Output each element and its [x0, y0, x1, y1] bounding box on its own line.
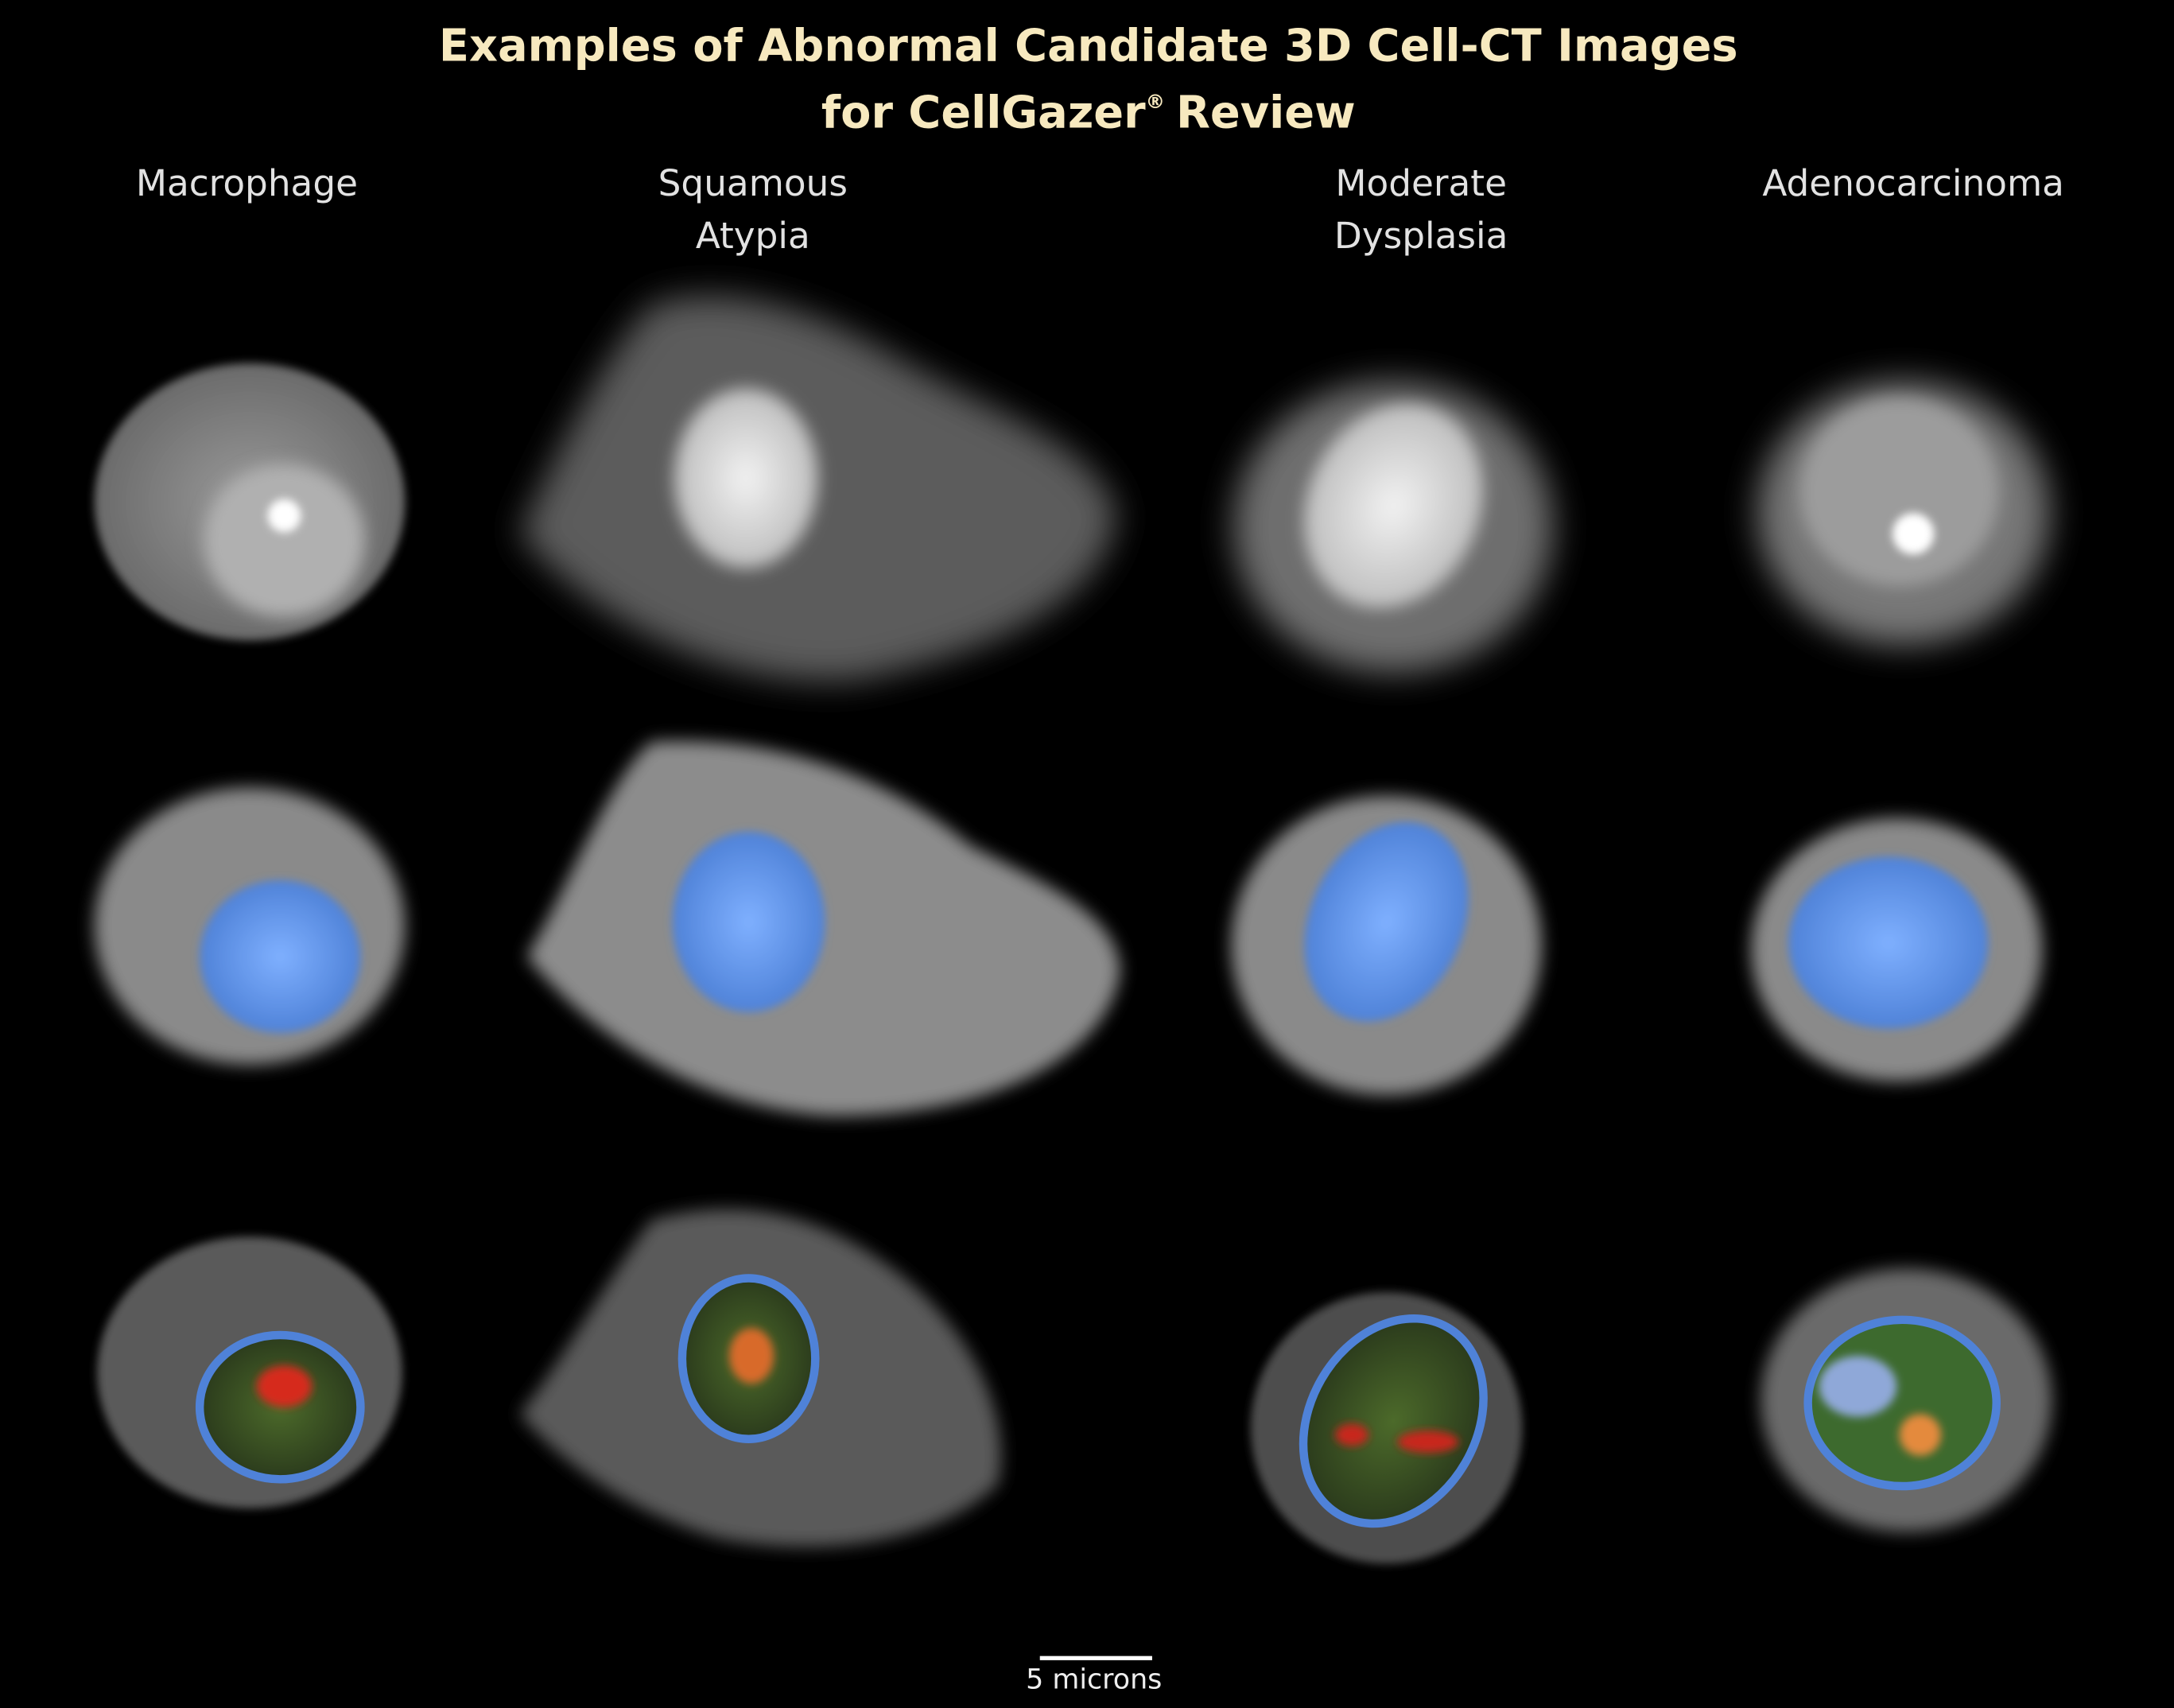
row-grayscale — [94, 296, 2049, 681]
column-label: Moderate — [1335, 162, 1507, 204]
registered-mark: ® — [1146, 90, 1165, 113]
nucleus — [1303, 403, 1484, 608]
row-chromatin-overlay — [97, 1209, 2052, 1564]
column-labels: Macrophage Squamous Atypia Moderate Dysplasi… — [136, 162, 2064, 257]
column-label: Atypia — [696, 215, 810, 257]
nucleus — [1299, 1314, 1488, 1528]
chromatin — [729, 1328, 774, 1384]
column-label: Squamous — [658, 162, 848, 204]
title-line-1: Examples of Abnormal Candidate 3D Cell-C… — [439, 21, 1738, 72]
cell — [519, 296, 1116, 681]
nucleus — [674, 388, 818, 569]
nucleolus — [1899, 1414, 1941, 1456]
column-label: Dysplasia — [1334, 215, 1508, 257]
column-label: Macrophage — [136, 162, 358, 204]
column-label: Adenocarcinoma — [1762, 162, 2064, 204]
nucleus — [1799, 398, 2000, 587]
title-line-2: for CellGazer® Review — [821, 87, 1356, 138]
scale-bar-label: 5 microns — [1026, 1664, 1162, 1696]
chromatin — [256, 1365, 313, 1407]
nucleus — [200, 880, 361, 1033]
row-nucleus-overlay — [94, 740, 2043, 1116]
nucleus — [1788, 856, 1989, 1029]
nucleus — [1304, 822, 1469, 1022]
nucleolus — [1892, 513, 1935, 555]
nucleus — [195, 1330, 365, 1484]
nucleolus — [267, 499, 301, 533]
nucleus — [204, 464, 365, 617]
nucleus — [672, 832, 825, 1012]
chromatin — [1397, 1430, 1459, 1454]
chromatin — [1819, 1356, 1897, 1417]
title-prefix: for CellGazer — [821, 87, 1146, 138]
chromatin — [1335, 1423, 1368, 1446]
title-suffix: Review — [1176, 87, 1356, 138]
